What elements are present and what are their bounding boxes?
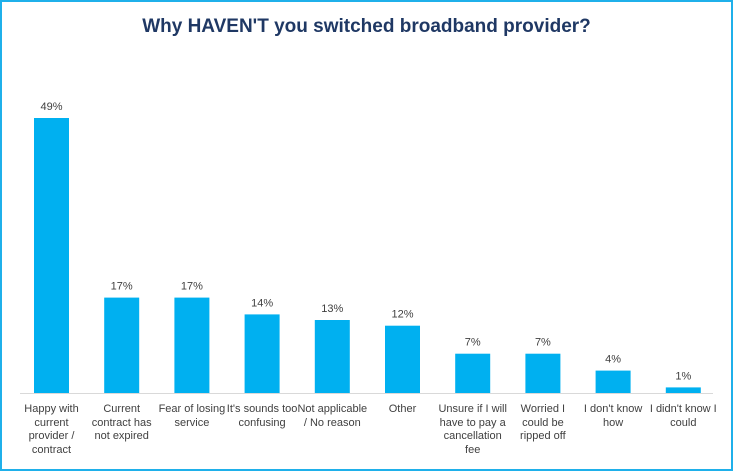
data-label-4: 13% (321, 303, 343, 315)
chart-title: Why HAVEN'T you switched broadband provi… (142, 16, 591, 37)
category-label-5: Other (388, 403, 417, 415)
bar-9 (665, 387, 701, 393)
bar-1 (104, 297, 140, 393)
bar-8 (595, 370, 631, 393)
data-label-1: 17% (111, 281, 133, 293)
category-label-8: I don't know how (583, 403, 643, 429)
data-label-8: 4% (605, 354, 621, 366)
category-label-6: Unsure if I will have to pay a cancellat… (438, 403, 507, 456)
data-label-9: 1% (675, 370, 691, 382)
bar-6 (455, 353, 491, 393)
bar-4 (314, 320, 350, 393)
category-label-1: Current contract has not expired (91, 403, 152, 442)
category-label-3: It's sounds too confusing (226, 403, 298, 429)
data-label-0: 49% (40, 101, 62, 113)
data-label-3: 14% (251, 297, 273, 309)
category-label-7: Worried I could be ripped off (520, 403, 566, 442)
data-label-7: 7% (535, 337, 551, 349)
category-label-4: Not applicable / No reason (297, 403, 368, 429)
bar-2 (174, 297, 210, 393)
category-label-0: Happy with current provider / contract (24, 403, 79, 456)
category-label-2: Fear of losing service (158, 403, 226, 429)
data-label-2: 17% (181, 281, 203, 293)
bar-7 (525, 353, 561, 393)
data-label-6: 7% (465, 337, 481, 349)
bar-3 (244, 314, 280, 393)
category-label-9: I didn't know I could (649, 403, 717, 429)
bar-0 (34, 118, 69, 393)
data-label-5: 12% (391, 309, 413, 321)
bar-5 (385, 325, 420, 393)
